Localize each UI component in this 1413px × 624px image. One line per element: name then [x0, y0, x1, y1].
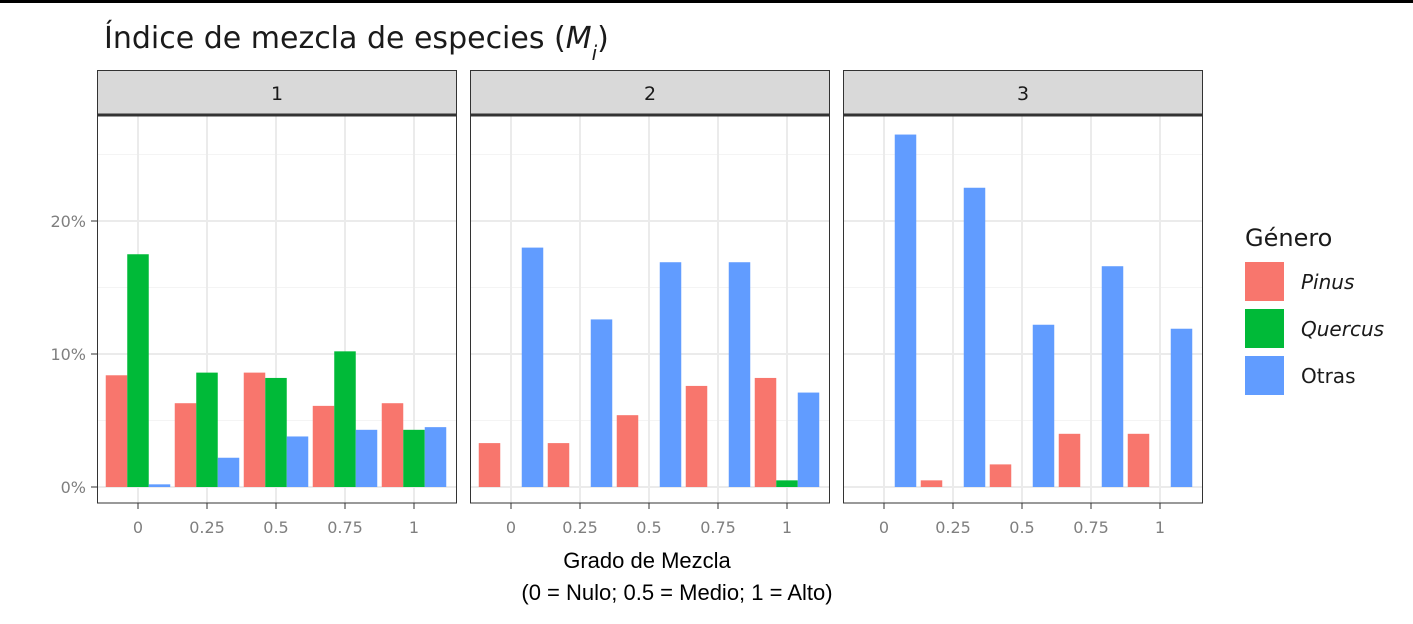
y-axis: 0% 10% 20%	[50, 212, 97, 497]
facet-strip	[470, 70, 830, 115]
bar-pinus-0.5	[243, 372, 266, 487]
x-tick-label: 0	[506, 518, 516, 537]
bar-otras-1	[797, 392, 820, 487]
bar-quercus-0.25	[196, 372, 218, 487]
legend-key-pinus	[1245, 262, 1284, 301]
legend-key-quercus	[1245, 309, 1284, 348]
bar-otras-0.25	[963, 187, 986, 487]
bar-otras-0.75	[355, 429, 378, 487]
bar-pinus-1	[754, 377, 777, 487]
facet-strip	[843, 70, 1203, 115]
bar-otras-0.75	[1101, 266, 1124, 487]
bar-otras-0.5	[286, 436, 309, 487]
x-tick-label: 0.75	[700, 518, 736, 537]
bar-pinus-1	[1127, 433, 1150, 487]
legend-key-otras	[1245, 356, 1284, 395]
bar-pinus-1	[381, 403, 404, 487]
bar-pinus-0.5	[616, 415, 639, 487]
bar-pinus-0.25	[547, 443, 570, 487]
bar-otras-0	[521, 247, 544, 487]
y-tick-label: 10%	[50, 345, 86, 364]
facet-strip-label: 3	[1017, 83, 1029, 105]
bar-otras-1	[1170, 328, 1193, 487]
bar-quercus-1	[776, 480, 798, 487]
bar-pinus-0.75	[1058, 433, 1081, 487]
y-tick-label: 0%	[61, 478, 86, 497]
legend-title: Género	[1245, 224, 1332, 252]
facet-strip	[97, 70, 457, 115]
bar-quercus-0	[127, 254, 149, 487]
x-axis-title-line2: (0 = Nulo; 0.5 = Medio; 1 = Alto)	[521, 580, 832, 605]
facet-strip-label: 2	[644, 83, 656, 105]
bar-otras-0	[894, 134, 917, 488]
bar-pinus-0	[105, 375, 128, 487]
bar-pinus-0.75	[312, 405, 335, 487]
facet-panel-2: 2 0 0.25 0.5 0.75 1	[470, 70, 830, 537]
x-axis-title: Grado de Mezcla	[563, 548, 731, 573]
bar-otras-0.25	[217, 457, 240, 487]
bar-pinus-0	[478, 443, 501, 487]
x-tick-label: 0	[133, 518, 143, 537]
x-tick-label: 0.5	[263, 518, 288, 537]
facet-strip-label: 1	[271, 83, 283, 105]
facet-panel-3: 3 0 0.25 0.5 0.75 1	[843, 70, 1203, 537]
bar-pinus-0.5	[989, 464, 1012, 487]
facet-panel-1: 1 0 0.25 0.5 0.75 1	[97, 70, 457, 537]
legend-label-otras: Otras	[1301, 364, 1355, 388]
x-tick-label: 0.5	[1009, 518, 1034, 537]
chart-title: Índice de mezcla de especies (Mi)	[104, 20, 609, 65]
facet-panels: 1 0 0.25 0.5 0.75 1 2 0 0.25 0.5 0.75 1 3 0 0.25 0.5 0.7…	[97, 70, 1203, 537]
x-tick-label: 0	[879, 518, 889, 537]
bar-otras-0.5	[1032, 324, 1055, 487]
legend: Género Pinus Quercus Otras	[1245, 224, 1384, 395]
x-tick-label: 0.5	[636, 518, 661, 537]
legend-label-quercus: Quercus	[1301, 317, 1384, 341]
x-tick-label: 0.75	[327, 518, 363, 537]
bar-quercus-0.5	[265, 377, 287, 487]
bar-pinus-0.25	[920, 480, 943, 487]
bar-pinus-0.25	[174, 403, 197, 487]
bar-pinus-0.75	[685, 385, 708, 487]
bar-quercus-1	[403, 429, 425, 487]
x-tick-label: 1	[409, 518, 419, 537]
bar-otras-0.5	[659, 262, 682, 487]
x-tick-label: 0.25	[562, 518, 598, 537]
x-tick-label: 0.25	[189, 518, 225, 537]
bar-quercus-0.75	[334, 351, 356, 487]
legend-label-pinus: Pinus	[1301, 270, 1354, 294]
bar-otras-0.25	[590, 319, 613, 487]
bar-otras-0	[148, 484, 171, 487]
bar-otras-0.75	[728, 262, 751, 487]
x-tick-label: 1	[1155, 518, 1165, 537]
x-tick-label: 0.75	[1073, 518, 1109, 537]
bar-otras-1	[424, 427, 447, 487]
x-tick-label: 1	[782, 518, 792, 537]
top-border	[0, 0, 1413, 3]
x-tick-label: 0.25	[935, 518, 971, 537]
y-tick-label: 20%	[50, 212, 86, 231]
